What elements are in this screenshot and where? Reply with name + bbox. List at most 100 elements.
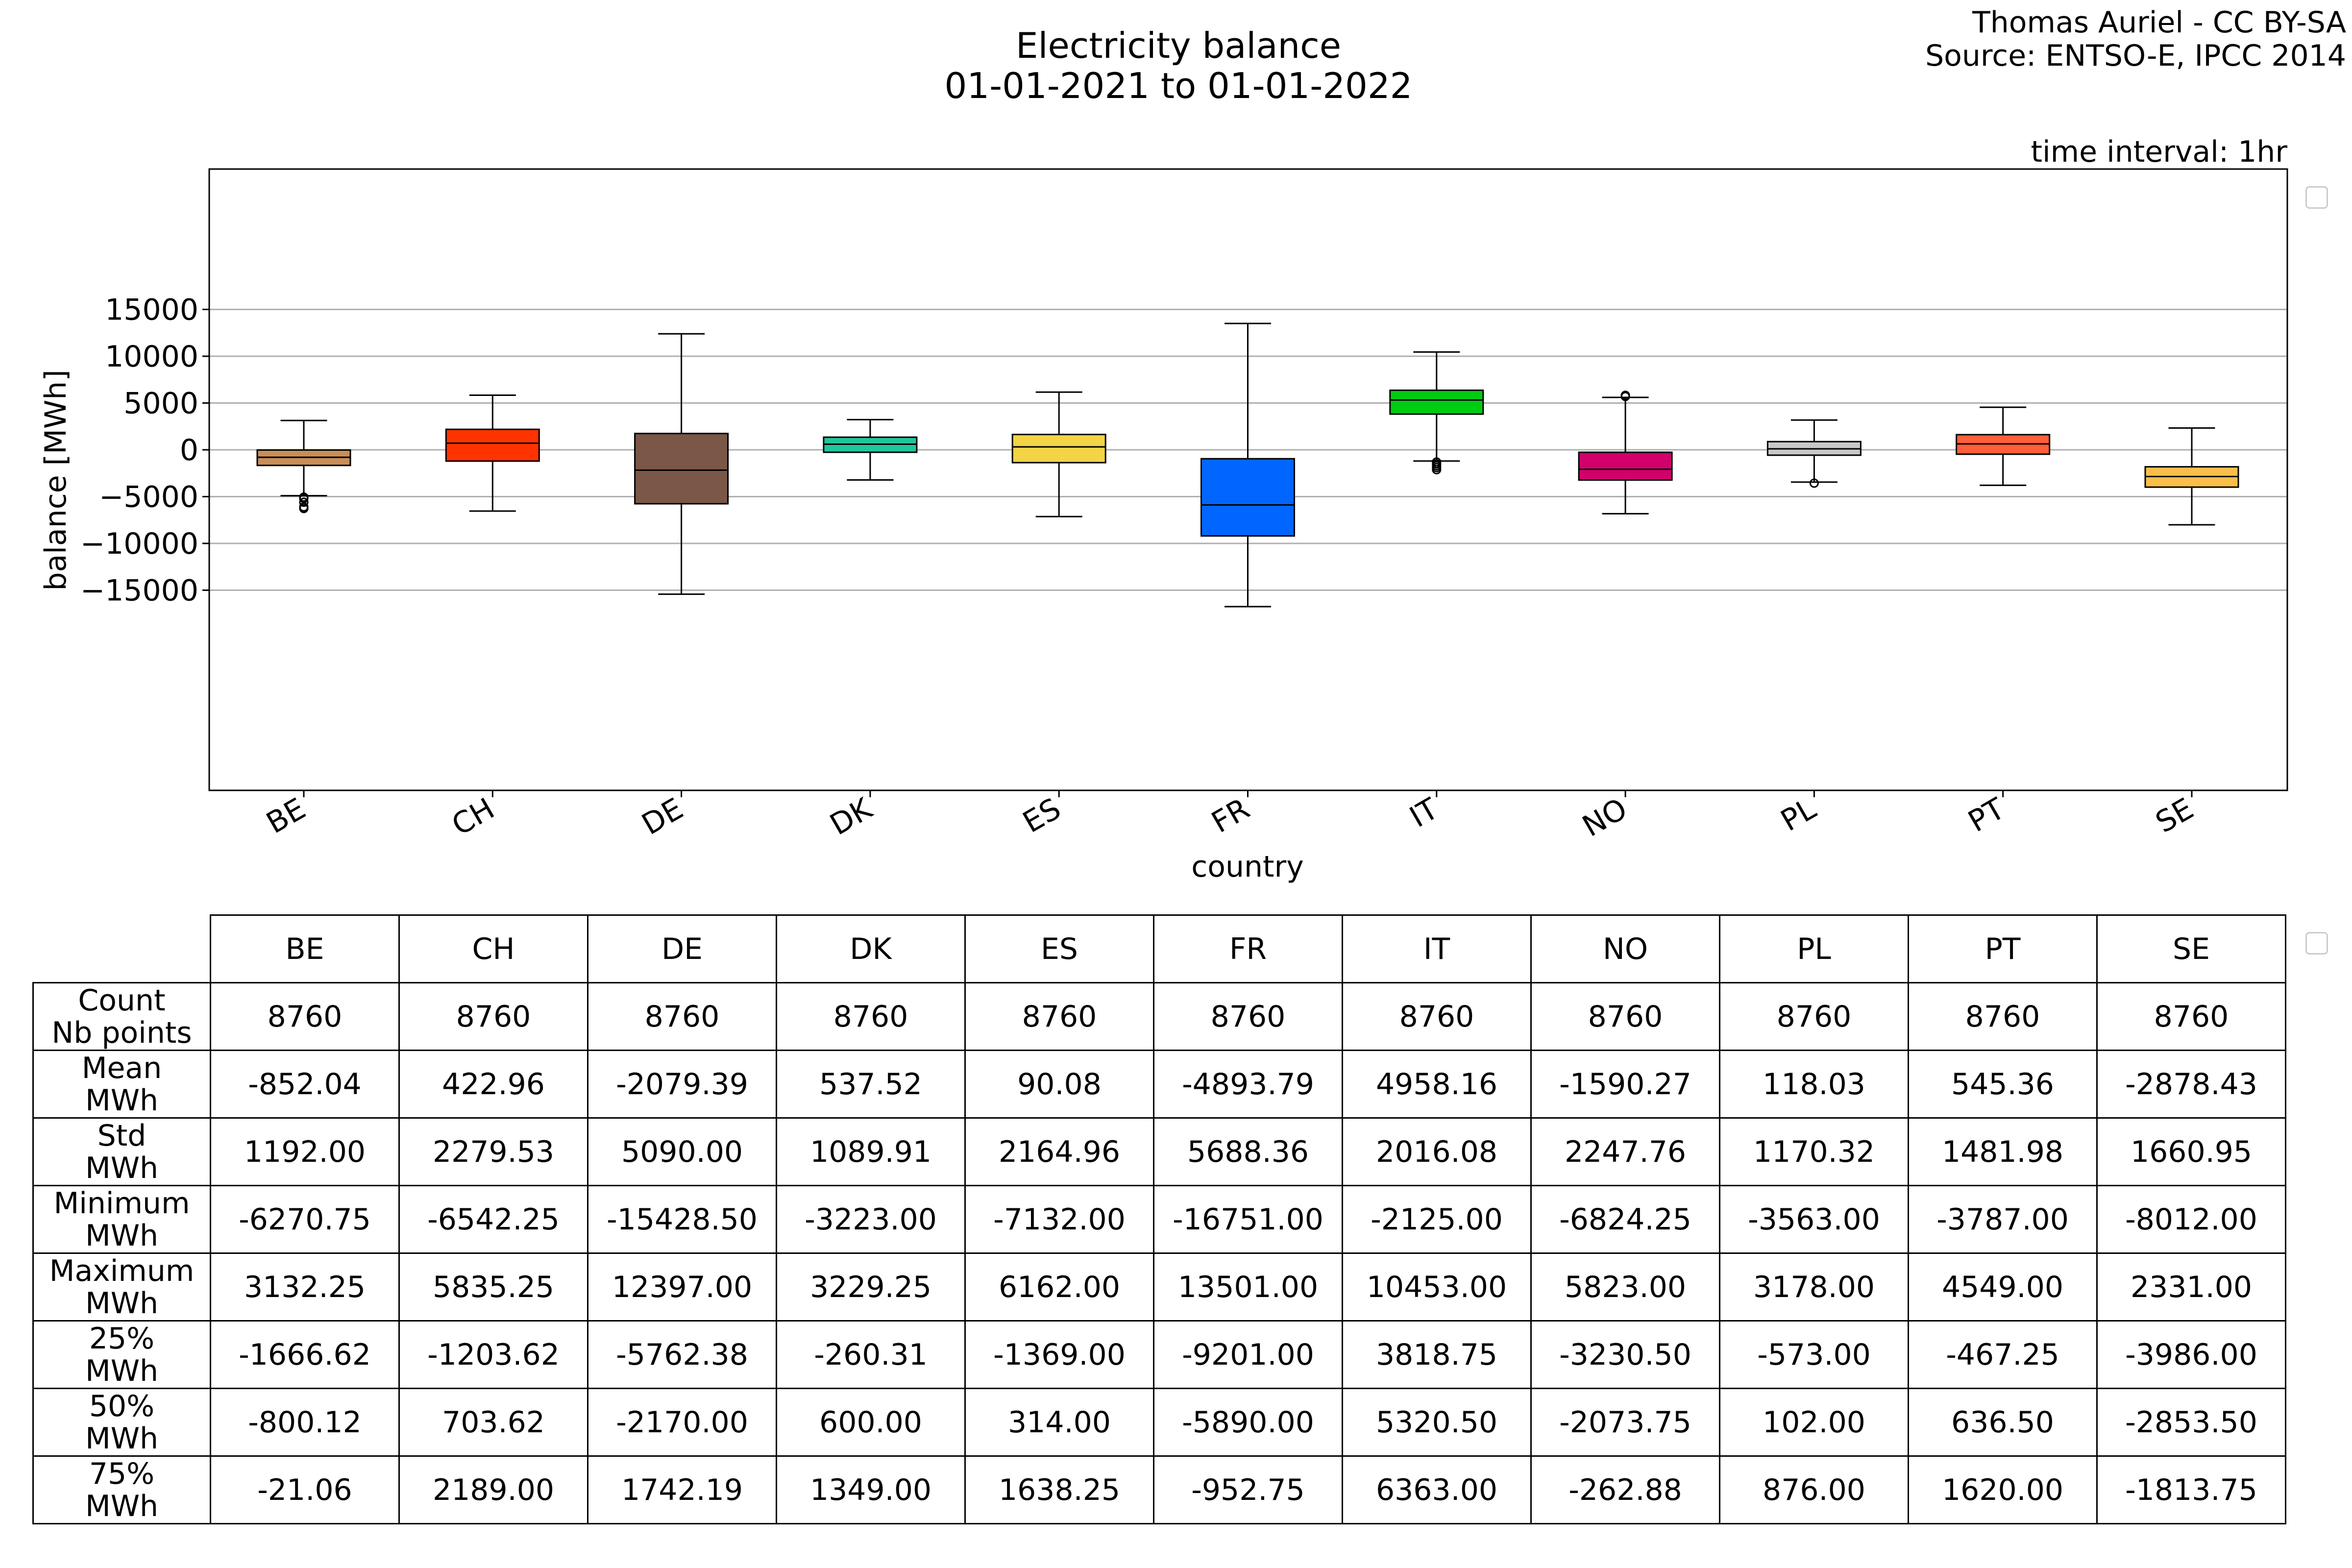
- table-cell: 118.03: [1719, 1050, 1909, 1119]
- y-tick-label: 10000: [105, 340, 198, 374]
- table-cell: -262.88: [1530, 1455, 1720, 1524]
- table-cell: -467.25: [1908, 1320, 2098, 1389]
- table-cell: 5835.25: [398, 1252, 588, 1322]
- table-row-header: 50% MWh: [32, 1388, 211, 1457]
- table-row-header: Minimum MWh: [32, 1185, 211, 1254]
- table-cell: 4549.00: [1908, 1252, 2098, 1322]
- outlier-point: [299, 504, 309, 514]
- x-tick-label: DE: [636, 791, 689, 842]
- x-tick-label: DK: [824, 791, 879, 842]
- table-row: Mean MWh -852.04 422.96 -2079.39 537.52 90.08…: [32, 1050, 2286, 1119]
- table-cell: -573.00: [1719, 1320, 1909, 1389]
- table-column-header: CH: [398, 914, 588, 983]
- table-row-header: 75% MWh: [32, 1455, 211, 1524]
- table-cell: -6824.25: [1530, 1185, 1720, 1254]
- chart-title-line1: Electricity balance: [1016, 25, 1341, 66]
- table-row: 25% MWh -1666.62 -1203.62 -5762.38 -260.31 -1…: [32, 1320, 2286, 1389]
- outlier-point: [299, 497, 309, 507]
- credit-author: Thomas Auriel - CC BY-SA: [1972, 5, 2346, 40]
- table-cell: 8760: [1153, 982, 1343, 1051]
- table-cell: 1192.00: [210, 1117, 400, 1186]
- table-cell: -1666.62: [210, 1320, 400, 1389]
- table-row-header: Std MWh: [32, 1117, 211, 1186]
- outlier-point: [1432, 465, 1442, 475]
- table-cell: 5090.00: [587, 1117, 777, 1186]
- table-row: Minimum MWh -6270.75 -6542.25 -15428.50 -322…: [32, 1185, 2286, 1254]
- table-cell: -3230.50: [1530, 1320, 1720, 1389]
- box-it: [1389, 351, 1484, 475]
- box-se: [2144, 427, 2239, 526]
- table-cell: -3563.00: [1719, 1185, 1909, 1254]
- table-cell: -2125.00: [1342, 1185, 1532, 1254]
- iqr-box: [1389, 389, 1484, 415]
- table-column-header: ES: [964, 914, 1154, 983]
- table-row-header: 25% MWh: [32, 1320, 211, 1389]
- table-cell: 1481.98: [1908, 1117, 2098, 1186]
- table-legend-checkbox[interactable]: [2305, 932, 2328, 955]
- table-row: Maximum MWh 3132.25 5835.25 12397.00 3229.25…: [32, 1252, 2286, 1322]
- table-cell: -1590.27: [1530, 1050, 1720, 1119]
- box-be: [256, 419, 351, 514]
- table-column-header: SE: [2096, 914, 2286, 983]
- table-cell: -3223.00: [776, 1185, 966, 1254]
- table-cell: 3178.00: [1719, 1252, 1909, 1322]
- x-tick-label: PL: [1775, 791, 1822, 838]
- y-axis-title: balance [MWh]: [39, 369, 73, 590]
- table-cell: -2170.00: [587, 1388, 777, 1457]
- x-tick-label: IT: [1404, 791, 1444, 834]
- box-ch: [445, 394, 540, 512]
- table-cell: 4958.16: [1342, 1050, 1532, 1119]
- table-cell: -7132.00: [964, 1185, 1154, 1254]
- table-cell: 90.08: [964, 1050, 1154, 1119]
- table-cell: 102.00: [1719, 1388, 1909, 1457]
- table-cell: -4893.79: [1153, 1050, 1343, 1119]
- x-tick-label: ES: [1017, 791, 1067, 840]
- table-cell: 3818.75: [1342, 1320, 1532, 1389]
- table-cell: -2073.75: [1530, 1388, 1720, 1457]
- y-tick-label: −15000: [80, 574, 198, 608]
- table-cell: 314.00: [964, 1388, 1154, 1457]
- box-pt: [1956, 406, 2051, 486]
- table-column-header: DE: [587, 914, 777, 983]
- table-column-header: PT: [1908, 914, 2098, 983]
- table-cell: 703.62: [398, 1388, 588, 1457]
- table-cell: 1089.91: [776, 1117, 966, 1186]
- table-cell: -2878.43: [2096, 1050, 2286, 1119]
- table-cell: 2016.08: [1342, 1117, 1532, 1186]
- table-row-header: Count Nb points: [32, 982, 211, 1051]
- table-cell: 1638.25: [964, 1455, 1154, 1524]
- table-cell: -1813.75: [2096, 1455, 2286, 1524]
- chart-legend-checkbox[interactable]: [2305, 186, 2328, 209]
- table-cell: -15428.50: [587, 1185, 777, 1254]
- iqr-box: [1200, 458, 1295, 537]
- table-row: Std MWh 1192.00 2279.53 5090.00 1089.91 2164.…: [32, 1117, 2286, 1186]
- box-es: [1011, 391, 1106, 517]
- y-tick-label: 0: [180, 433, 198, 467]
- boxplot-series: [256, 322, 2239, 608]
- table-cell: -21.06: [210, 1455, 400, 1524]
- table-cell: -5762.38: [587, 1320, 777, 1389]
- table-column-header: NO: [1530, 914, 1720, 983]
- table-cell: 10453.00: [1342, 1252, 1532, 1322]
- table-cell: 8760: [1908, 982, 2098, 1051]
- table-cell: -6270.75: [210, 1185, 400, 1254]
- table-column-header: PL: [1719, 914, 1909, 983]
- chart-title-line2: 01-01-2021 to 01-01-2022: [945, 65, 1413, 106]
- table-cell: 13501.00: [1153, 1252, 1343, 1322]
- table-row-header: Mean MWh: [32, 1050, 211, 1119]
- table-cell: 600.00: [776, 1388, 966, 1457]
- x-tick-label: PT: [1962, 791, 2010, 839]
- x-tick-label: FR: [1206, 791, 1255, 840]
- table-column-header: DK: [776, 914, 966, 983]
- table-cell: -5890.00: [1153, 1388, 1343, 1457]
- axes: 15000 10000 5000 0 −5000 −10000 −15000 BE CH DE DK…: [80, 168, 2288, 844]
- box-pl: [1766, 419, 1862, 488]
- x-tick-label: NO: [1577, 791, 1633, 844]
- table-cell: 1620.00: [1908, 1455, 2098, 1524]
- table-cell: -260.31: [776, 1320, 966, 1389]
- table-cell: 8760: [210, 982, 400, 1051]
- table-column-header: BE: [210, 914, 400, 983]
- table-cell: 8760: [2096, 982, 2286, 1051]
- time-interval-note: time interval: 1hr: [2031, 135, 2287, 169]
